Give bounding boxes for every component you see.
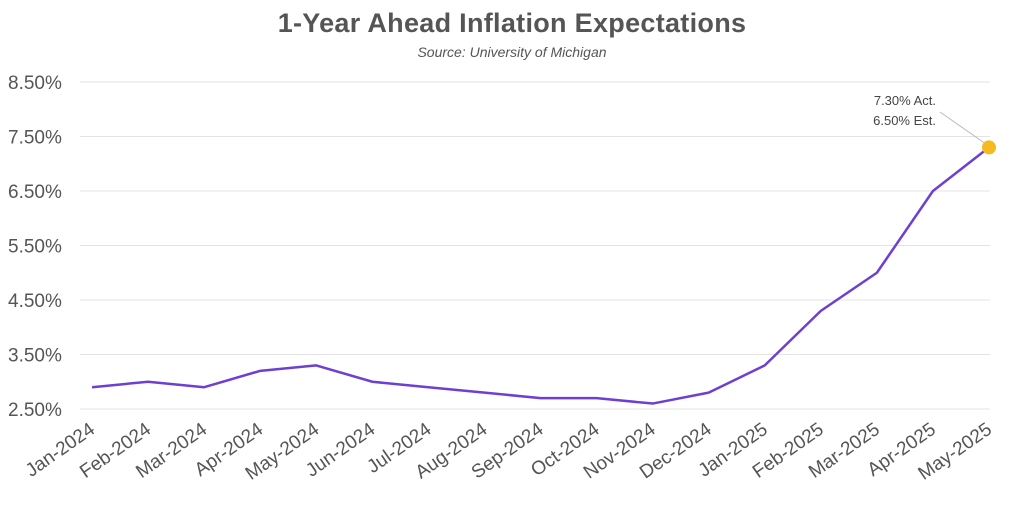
y-tick-label: 6.50% xyxy=(8,182,62,203)
annotation-estimate: 6.50% Est. xyxy=(873,113,936,128)
chart-subtitle: Source: University of Michigan xyxy=(417,44,607,60)
y-axis-ticks: 8.50% 7.50% 6.50% 5.50% 4.50% 3.50% 2.50% xyxy=(8,73,62,421)
end-point-marker xyxy=(982,140,996,155)
y-tick-label: 7.50% xyxy=(8,128,62,149)
y-tick-label: 8.50% xyxy=(8,73,62,94)
x-axis-ticks: Jan-2024Feb-2024Mar-2024Apr-2024May-2024… xyxy=(22,419,996,485)
gridlines xyxy=(80,81,990,410)
annotation-leader xyxy=(939,111,986,144)
chart-title: 1-Year Ahead Inflation Expectations xyxy=(277,8,747,38)
y-tick-label: 2.50% xyxy=(8,400,62,421)
y-tick-label: 4.50% xyxy=(8,291,62,312)
series-line xyxy=(91,146,990,405)
annotation-actual: 7.30% Act. xyxy=(874,93,936,108)
y-tick-label: 5.50% xyxy=(8,237,62,258)
y-tick-label: 3.50% xyxy=(8,346,62,367)
